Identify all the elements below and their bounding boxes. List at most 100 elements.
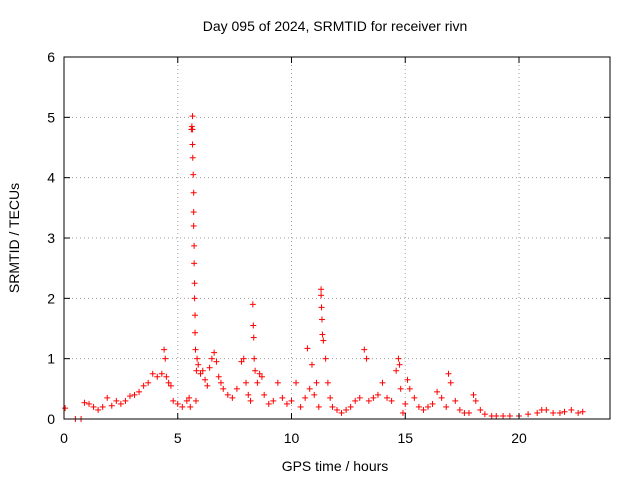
data-point bbox=[188, 123, 195, 130]
y-tick-label: 3 bbox=[47, 230, 55, 246]
data-point bbox=[465, 409, 472, 416]
data-point bbox=[402, 400, 409, 407]
data-point bbox=[204, 382, 211, 389]
data-point bbox=[104, 394, 111, 401]
data-point bbox=[202, 376, 209, 383]
data-point bbox=[363, 355, 370, 362]
data-point bbox=[117, 400, 124, 407]
axis-ticks: 0 5 10 15 20 0 1 2 3 4 5 6 bbox=[47, 49, 610, 446]
data-point bbox=[224, 391, 231, 398]
data-point bbox=[136, 388, 143, 395]
data-point bbox=[149, 370, 156, 377]
data-point bbox=[197, 370, 204, 377]
data-point bbox=[189, 154, 196, 161]
data-series bbox=[62, 113, 586, 422]
data-point bbox=[229, 394, 236, 401]
data-point bbox=[318, 316, 325, 323]
data-point bbox=[191, 295, 198, 302]
data-point bbox=[525, 411, 532, 418]
data-point bbox=[397, 385, 404, 392]
data-point bbox=[194, 355, 201, 362]
data-point bbox=[174, 400, 181, 407]
data-point bbox=[399, 409, 406, 416]
data-point bbox=[245, 391, 252, 398]
data-point bbox=[365, 397, 372, 404]
data-point bbox=[319, 331, 326, 338]
data-point bbox=[477, 406, 484, 413]
data-point bbox=[252, 367, 259, 374]
data-point bbox=[113, 397, 120, 404]
data-point bbox=[306, 385, 313, 392]
data-point bbox=[318, 292, 325, 299]
data-point bbox=[154, 373, 161, 380]
data-point bbox=[304, 345, 311, 352]
data-point bbox=[238, 358, 245, 365]
data-point bbox=[189, 126, 196, 133]
data-point bbox=[447, 379, 454, 386]
data-point bbox=[406, 385, 413, 392]
data-point bbox=[420, 406, 427, 413]
data-point bbox=[99, 403, 106, 410]
data-point bbox=[318, 286, 325, 293]
data-point bbox=[415, 403, 422, 410]
data-point bbox=[90, 403, 97, 410]
data-point bbox=[374, 391, 381, 398]
data-point bbox=[500, 412, 507, 419]
data-point bbox=[388, 397, 395, 404]
data-point bbox=[443, 403, 450, 410]
data-point bbox=[356, 394, 363, 401]
y-axis-label: SRMTID / TECUs bbox=[6, 183, 22, 293]
data-point bbox=[534, 409, 541, 416]
data-point bbox=[250, 322, 257, 329]
data-point bbox=[215, 373, 222, 380]
data-point bbox=[165, 379, 172, 386]
data-point bbox=[568, 406, 575, 413]
data-point bbox=[322, 355, 329, 362]
data-point bbox=[543, 406, 550, 413]
data-point bbox=[311, 391, 318, 398]
x-tick-label: 15 bbox=[397, 430, 413, 446]
data-point bbox=[191, 242, 198, 249]
data-point bbox=[247, 397, 254, 404]
x-tick-label: 5 bbox=[174, 430, 182, 446]
data-point bbox=[550, 409, 557, 416]
data-point bbox=[179, 403, 186, 410]
x-tick-label: 10 bbox=[284, 430, 300, 446]
data-point bbox=[302, 394, 309, 401]
data-point bbox=[189, 141, 196, 148]
data-point bbox=[470, 391, 477, 398]
data-point bbox=[251, 355, 258, 362]
data-point bbox=[243, 379, 249, 386]
data-point bbox=[308, 361, 315, 368]
data-point bbox=[315, 403, 322, 410]
data-point bbox=[261, 391, 268, 398]
data-point bbox=[338, 409, 345, 416]
data-point bbox=[249, 301, 256, 308]
data-point bbox=[163, 373, 170, 380]
data-point bbox=[233, 385, 240, 392]
chart-title: Day 095 of 2024, SRMTID for receiver riv… bbox=[203, 18, 468, 34]
data-point bbox=[86, 400, 93, 407]
data-point bbox=[297, 403, 304, 410]
data-point bbox=[384, 394, 391, 401]
data-point bbox=[429, 400, 436, 407]
y-tick-label: 5 bbox=[47, 109, 55, 125]
data-point bbox=[167, 382, 174, 389]
data-point bbox=[472, 397, 479, 404]
data-point bbox=[370, 394, 377, 401]
data-point bbox=[438, 394, 445, 401]
data-point bbox=[217, 379, 224, 386]
data-point bbox=[256, 370, 263, 377]
data-point bbox=[195, 361, 202, 368]
data-point bbox=[396, 361, 403, 368]
grid bbox=[64, 57, 610, 419]
data-point bbox=[258, 373, 265, 380]
data-point bbox=[208, 355, 215, 362]
data-point bbox=[561, 408, 568, 415]
data-point bbox=[283, 400, 290, 407]
data-point bbox=[190, 189, 197, 196]
data-point bbox=[456, 406, 463, 413]
data-point bbox=[411, 394, 418, 401]
data-point bbox=[192, 346, 199, 353]
data-point bbox=[288, 397, 295, 404]
